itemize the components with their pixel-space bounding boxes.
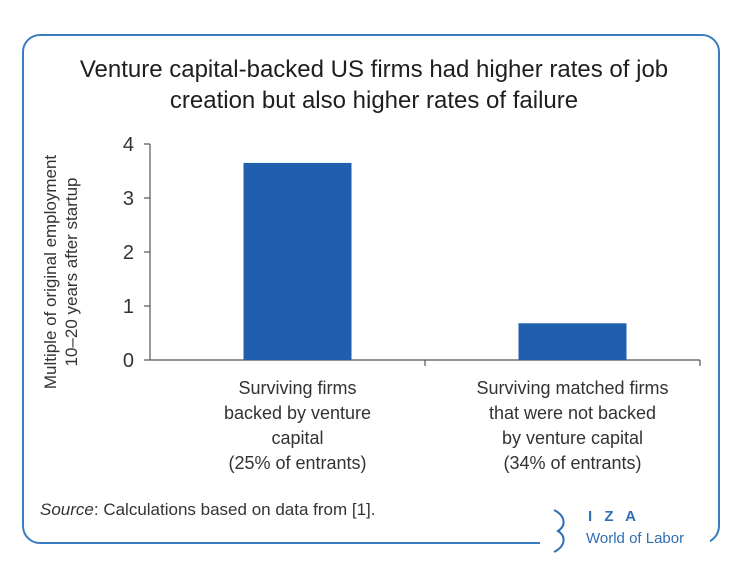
x-category-label-line: (34% of entrants) bbox=[503, 453, 641, 473]
source-label: Source bbox=[40, 500, 94, 519]
iza-logo-bracket-icon bbox=[553, 509, 565, 553]
logo-text-iza: I Z A bbox=[588, 508, 640, 525]
y-axis-label-line-2: 10–20 years after startup bbox=[62, 177, 81, 366]
y-axis-label-line-1: Multiple of original employment bbox=[41, 155, 60, 390]
x-axis-categories: Surviving firms backed by venture capital (… bbox=[224, 360, 701, 473]
x-category-label-line: that were not backed bbox=[489, 403, 656, 423]
logo-background bbox=[540, 506, 710, 552]
bar bbox=[518, 323, 627, 360]
chart-title: Venture capital-backed US firms had high… bbox=[24, 54, 724, 116]
bar bbox=[243, 162, 352, 360]
chart-title-line-1: Venture capital-backed US firms had high… bbox=[79, 56, 669, 83]
chart-title-line-2: creation but also higher rates of failur… bbox=[169, 87, 579, 114]
x-category-label-line: backed by venture bbox=[224, 403, 371, 423]
chart-card bbox=[22, 34, 720, 544]
source-text: : Calculations based on data from [1]. bbox=[93, 500, 376, 519]
x-category-label-line: (25% of entrants) bbox=[228, 453, 366, 473]
y-axis-ticks: 0 1 2 3 4 bbox=[123, 134, 150, 372]
source-note: Source: Calculations based on data from … bbox=[40, 500, 375, 520]
x-category-label-line: Surviving matched firms bbox=[476, 378, 668, 398]
y-tick-label: 0 bbox=[123, 350, 134, 372]
x-category-label-line: by venture capital bbox=[502, 428, 643, 448]
y-tick-label: 2 bbox=[123, 242, 134, 264]
y-tick-label: 3 bbox=[123, 188, 134, 210]
iza-logo: I Z A World of Labor bbox=[548, 508, 708, 554]
y-tick-label: 1 bbox=[123, 296, 134, 318]
y-tick-label: 4 bbox=[123, 134, 134, 156]
x-category-label-line: capital bbox=[271, 428, 323, 448]
x-category-label-line: Surviving firms bbox=[238, 378, 356, 398]
y-axis-label: Multiple of original employment 10–20 ye… bbox=[41, 155, 81, 390]
bar-series bbox=[243, 162, 627, 360]
logo-text-world-of-labor: World of Labor bbox=[586, 530, 685, 547]
